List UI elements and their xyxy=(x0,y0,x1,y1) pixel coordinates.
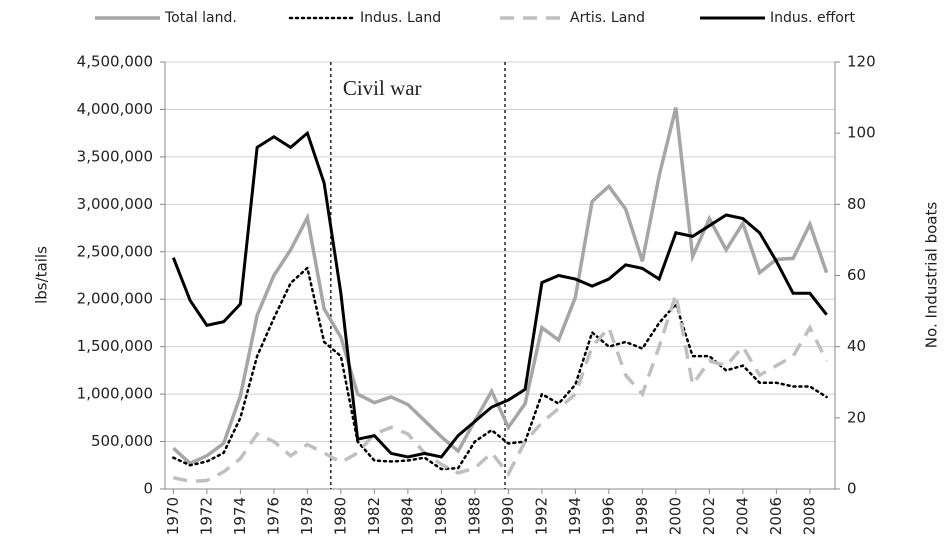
x-tick-label: 1974 xyxy=(231,497,249,535)
y2-tick-label: 120 xyxy=(847,53,876,71)
y-tick-label: 3,500,000 xyxy=(77,147,153,165)
y-tick-label: 500,000 xyxy=(91,432,153,450)
series-line xyxy=(171,130,828,459)
x-tick-label: 1998 xyxy=(633,497,651,535)
series-line xyxy=(172,107,829,466)
y-tick-label: 0 xyxy=(143,480,153,498)
y-tick-label: 1,000,000 xyxy=(77,385,153,403)
x-tick-label: 2000 xyxy=(666,497,684,535)
y-tick-label: 1,500,000 xyxy=(77,337,153,355)
y2-tick-label: 60 xyxy=(847,266,866,284)
y-tick-label: 2,500,000 xyxy=(77,242,153,260)
annotation: Civil war xyxy=(343,76,422,100)
y-tick-label: 2,000,000 xyxy=(77,290,153,308)
x-tick-label: 1976 xyxy=(264,497,282,535)
x-tick-label: 1972 xyxy=(197,497,215,535)
x-tick-label: 2002 xyxy=(700,497,718,535)
x-tick-label: 1992 xyxy=(532,497,550,535)
y2-tick-label: 0 xyxy=(847,480,857,498)
x-tick-label: 1984 xyxy=(398,497,416,535)
y-tick-label: 3,000,000 xyxy=(77,195,153,213)
y2-tick-label: 80 xyxy=(847,195,866,213)
x-tick-label: 1988 xyxy=(465,497,483,535)
x-tick-label: 1996 xyxy=(599,497,617,535)
x-tick-label: 1970 xyxy=(164,497,182,535)
y-axis-label: lbs/tails xyxy=(33,246,51,304)
series-line xyxy=(172,293,829,484)
x-tick-label: 1994 xyxy=(566,497,584,535)
y-tick-label: 4,500,000 xyxy=(77,53,153,71)
legend-label: Artis. Land xyxy=(570,10,645,26)
x-tick-label: 1990 xyxy=(499,497,517,535)
y2-tick-label: 20 xyxy=(847,408,866,426)
y2-axis-label: No. Industrial boats xyxy=(923,202,941,349)
y2-tick-label: 40 xyxy=(847,337,866,355)
x-tick-label: 2006 xyxy=(767,497,785,535)
legend-label: Indus. Land xyxy=(360,10,441,26)
y-tick-label: 4,000,000 xyxy=(77,100,153,118)
series-line xyxy=(172,265,828,471)
x-tick-label: 2004 xyxy=(733,497,751,535)
x-tick-label: 1978 xyxy=(298,497,316,535)
y2-tick-label: 100 xyxy=(847,124,876,142)
x-tick-label: 2008 xyxy=(800,497,818,535)
x-tick-label: 1980 xyxy=(331,497,349,535)
x-tick-label: 1982 xyxy=(365,497,383,535)
legend-label: Total land. xyxy=(164,10,237,26)
x-tick-label: 1986 xyxy=(432,497,450,535)
legend-label: Indus. effort xyxy=(770,10,856,26)
